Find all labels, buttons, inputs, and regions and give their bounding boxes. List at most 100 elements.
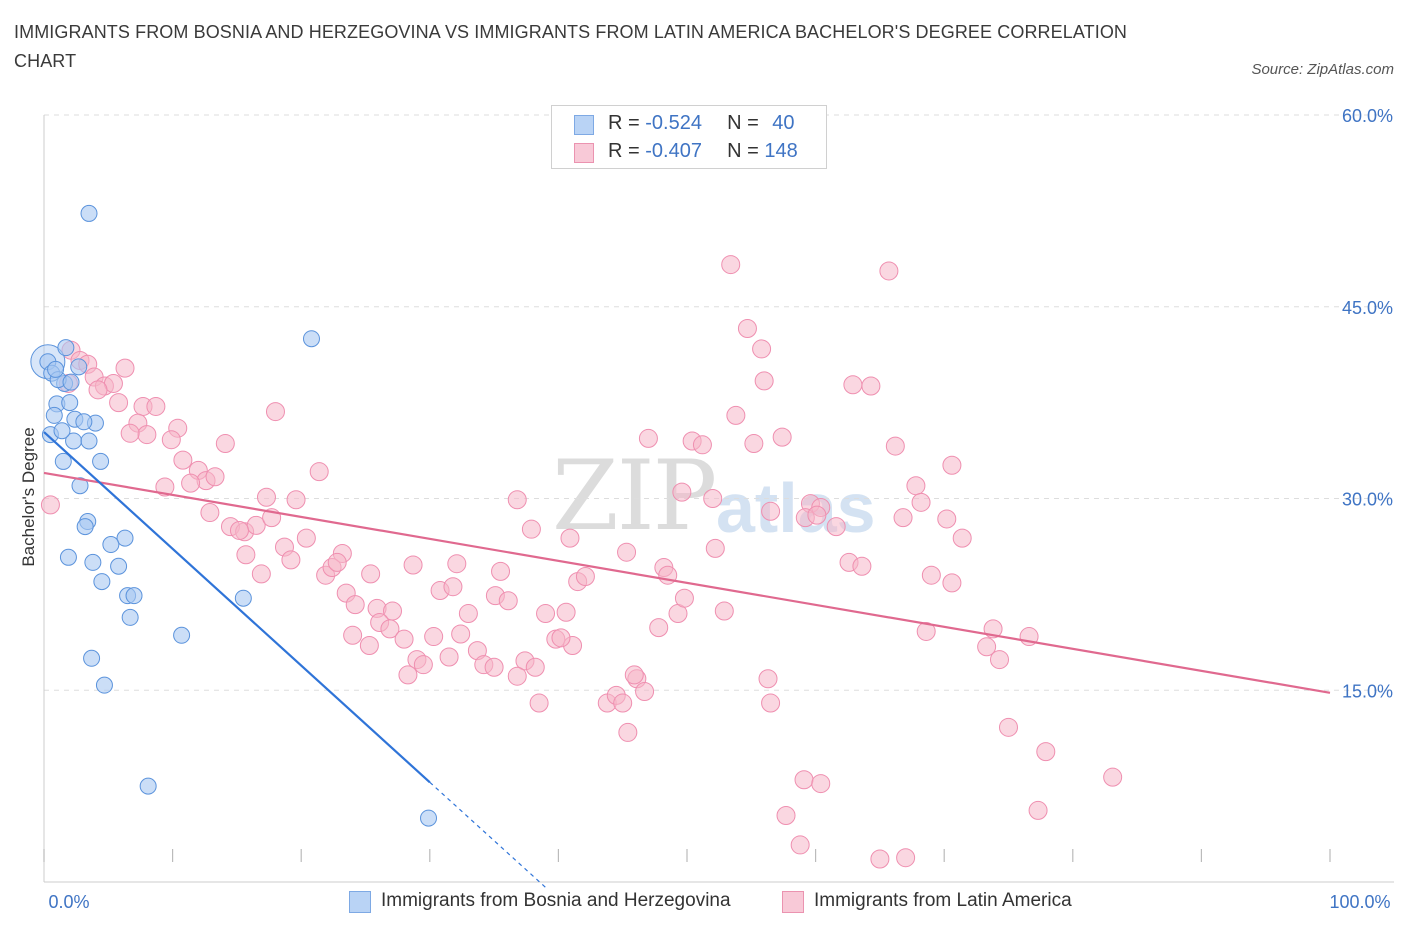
- stats-box: R = -0.524 N = 40 R = -0.407 N = 148: [551, 105, 827, 169]
- data-point-latin-america: [560, 528, 580, 548]
- x-tick-label: 0.0%: [48, 892, 89, 912]
- data-point-bosnia: [139, 777, 157, 795]
- data-point-latin-america: [200, 503, 220, 523]
- data-point-latin-america: [977, 637, 997, 657]
- data-point-latin-america: [451, 624, 471, 644]
- data-point-latin-america: [109, 393, 129, 413]
- data-point-bosnia: [92, 452, 110, 470]
- data-point-latin-america: [618, 722, 638, 742]
- data-point-latin-america: [115, 358, 135, 378]
- legend-label-bosnia: Immigrants from Bosnia and Herzegovina: [381, 890, 731, 911]
- data-point-latin-america: [88, 380, 108, 400]
- data-point-latin-america: [556, 602, 576, 622]
- data-point-latin-america: [413, 655, 433, 675]
- data-point-bosnia: [45, 406, 63, 424]
- data-point-latin-america: [726, 405, 746, 425]
- data-point-bosnia: [302, 330, 320, 348]
- data-point-latin-america: [896, 848, 916, 868]
- legend-swatch-latin-america: [782, 891, 804, 913]
- data-point-latin-america: [811, 774, 831, 794]
- data-point-latin-america: [327, 552, 347, 572]
- data-point-latin-america: [343, 625, 363, 645]
- data-point-latin-america: [443, 577, 463, 597]
- data-point-latin-america: [309, 462, 329, 482]
- data-point-latin-america: [885, 436, 905, 456]
- data-point-latin-america: [942, 573, 962, 593]
- data-point-latin-america: [380, 619, 400, 639]
- data-point-latin-america: [491, 561, 511, 581]
- data-point-latin-america: [173, 450, 193, 470]
- data-point-latin-america: [649, 618, 669, 638]
- stats-swatch-latin-america: [574, 143, 594, 163]
- data-point-latin-america: [447, 554, 467, 574]
- data-point-latin-america: [181, 473, 201, 493]
- trend-lines: [43, 431, 1331, 888]
- stats-n-value: 40: [772, 112, 795, 134]
- data-point-latin-america: [458, 604, 478, 624]
- y-tick-label: 45.0%: [1342, 298, 1393, 318]
- series-latin-america: [40, 255, 1123, 869]
- data-point-bosnia: [173, 626, 191, 644]
- data-point-latin-america: [921, 565, 941, 585]
- data-point-bosnia: [93, 573, 111, 591]
- stats-n-label: N =: [727, 112, 759, 134]
- data-point-latin-america: [761, 693, 781, 713]
- data-point-latin-america: [705, 538, 725, 558]
- data-point-latin-america: [916, 621, 936, 641]
- data-point-latin-america: [120, 423, 140, 443]
- data-point-latin-america: [361, 564, 381, 584]
- data-point-latin-america: [484, 657, 504, 677]
- data-point-latin-america: [146, 396, 166, 416]
- stats-r-label: R =: [608, 140, 640, 162]
- data-point-latin-america: [613, 693, 633, 713]
- trend-line-bosnia: [43, 431, 431, 784]
- data-point-latin-america: [398, 665, 418, 685]
- data-point-latin-america: [155, 477, 175, 497]
- trend-line-bosnia-extension: [429, 781, 546, 888]
- stats-r-value: -0.524: [645, 112, 702, 134]
- data-point-latin-america: [281, 550, 301, 570]
- data-point-latin-america: [536, 604, 556, 624]
- data-point-latin-america: [879, 261, 899, 281]
- data-point-latin-america: [870, 849, 890, 869]
- data-point-latin-america: [251, 564, 271, 584]
- data-point-latin-america: [758, 669, 778, 689]
- data-point-latin-america: [906, 476, 926, 496]
- data-point-latin-america: [635, 682, 655, 702]
- data-point-latin-america: [617, 542, 637, 562]
- data-point-latin-america: [575, 566, 595, 586]
- data-point-latin-america: [807, 505, 827, 525]
- data-point-bosnia: [47, 360, 65, 378]
- watermark-atlas: atlas: [716, 469, 876, 547]
- data-point-bosnia: [83, 649, 101, 667]
- data-point-bosnia: [80, 432, 98, 450]
- stats-r-label: R =: [608, 112, 640, 134]
- data-point-latin-america: [752, 339, 772, 359]
- data-point-latin-america: [861, 376, 881, 396]
- data-point-latin-america: [692, 435, 712, 455]
- data-point-latin-america: [937, 509, 957, 529]
- data-point-latin-america: [761, 501, 781, 521]
- data-point-latin-america: [1036, 742, 1056, 762]
- data-point-latin-america: [776, 806, 796, 826]
- stats-n-value: 148: [764, 140, 798, 162]
- data-point-latin-america: [1103, 767, 1123, 787]
- data-point-latin-america: [721, 255, 741, 275]
- data-point-latin-america: [215, 434, 235, 454]
- data-point-latin-america: [772, 427, 792, 447]
- axis-labels: 15.0% 30.0% 45.0% 60.0% 0.0% 100.0% Bachelor's…: [19, 106, 1393, 912]
- data-point-bosnia: [53, 422, 71, 440]
- data-point-bosnia: [71, 477, 89, 495]
- data-point-latin-america: [893, 508, 913, 528]
- data-point-latin-america: [674, 588, 694, 608]
- data-point-latin-america: [714, 601, 734, 621]
- data-point-latin-america: [952, 528, 972, 548]
- data-point-latin-america: [296, 528, 316, 548]
- data-point-latin-america: [403, 555, 423, 575]
- data-point-latin-america: [1028, 800, 1048, 820]
- legend-swatch-bosnia: [349, 891, 371, 913]
- data-point-latin-america: [638, 428, 658, 448]
- data-point-bosnia: [61, 394, 79, 412]
- data-point-latin-america: [161, 430, 181, 450]
